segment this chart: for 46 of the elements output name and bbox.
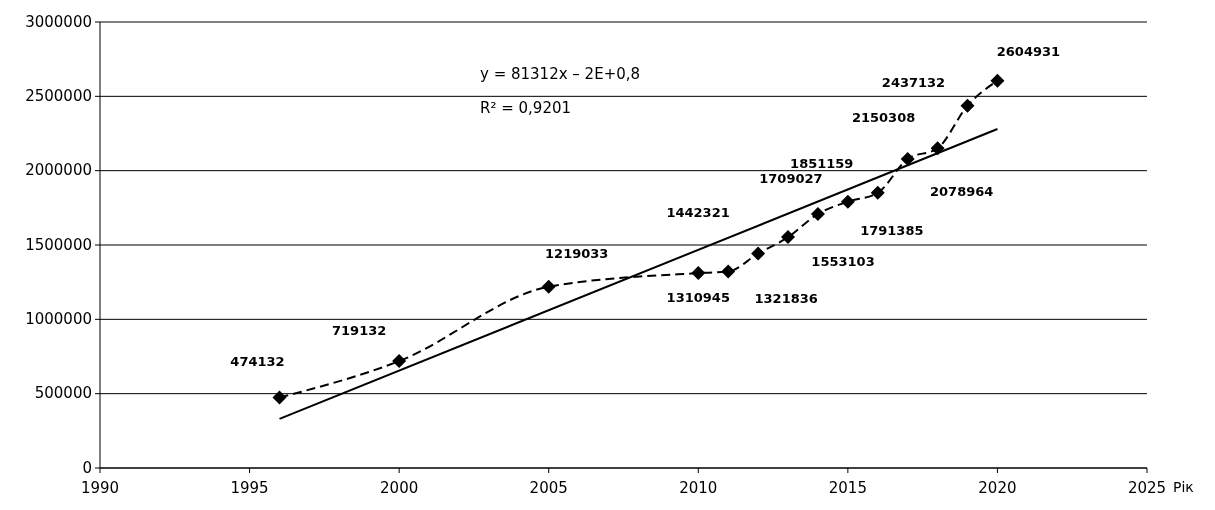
point xyxy=(751,246,766,261)
point xyxy=(781,230,796,245)
x-tick-label: 2020 xyxy=(978,478,1017,497)
y-tick-label: 1500000 xyxy=(25,235,92,254)
y-tick-label: 3000000 xyxy=(25,12,92,31)
data-label: 474132 xyxy=(230,354,285,370)
y-tick-label: 0 xyxy=(82,458,92,477)
annotation: y = 81312x – 2E+0,8 xyxy=(480,64,641,83)
data-label: 719132 xyxy=(332,322,387,338)
data-label: 1321836 xyxy=(754,290,818,306)
data-label: 1442321 xyxy=(666,205,730,221)
point xyxy=(691,266,706,281)
y-tick-label: 1000000 xyxy=(25,309,92,328)
data-label: 2078964 xyxy=(930,184,994,200)
x-tick-label: 2025 xyxy=(1127,478,1167,497)
x-tick-label: 1990 xyxy=(80,478,120,497)
point xyxy=(930,141,945,156)
data-label: 2437132 xyxy=(881,75,946,91)
annotation: R² = 0,9201 xyxy=(480,98,572,117)
data-label: 1709027 xyxy=(759,171,823,187)
data-label: 2150308 xyxy=(851,109,916,125)
x-tick-label: 2010 xyxy=(679,478,718,497)
x-tick-label: 2000 xyxy=(380,478,419,497)
y-tick-label: 2000000 xyxy=(25,161,92,180)
point xyxy=(810,206,825,221)
point xyxy=(392,354,407,369)
x-axis-title: Рік xyxy=(1173,479,1194,495)
data-label: 1219033 xyxy=(545,246,609,262)
data-label: 2604931 xyxy=(996,44,1061,60)
x-tick-label: 2015 xyxy=(828,478,867,497)
point xyxy=(900,151,915,166)
point xyxy=(990,73,1005,88)
x-tick-label: 1995 xyxy=(230,478,269,497)
point xyxy=(272,390,287,405)
point xyxy=(721,264,736,279)
point xyxy=(870,185,885,200)
data-label: 1553103 xyxy=(811,253,875,269)
point xyxy=(960,98,975,113)
y-tick-label: 2500000 xyxy=(25,86,92,105)
data-label: 1791385 xyxy=(860,223,924,239)
point xyxy=(541,279,556,294)
data-label: 1310945 xyxy=(666,289,730,305)
point xyxy=(840,194,855,209)
y-tick-label: 500000 xyxy=(34,384,92,403)
data-label: 1851159 xyxy=(790,156,854,172)
x-tick-label: 2005 xyxy=(529,478,568,497)
